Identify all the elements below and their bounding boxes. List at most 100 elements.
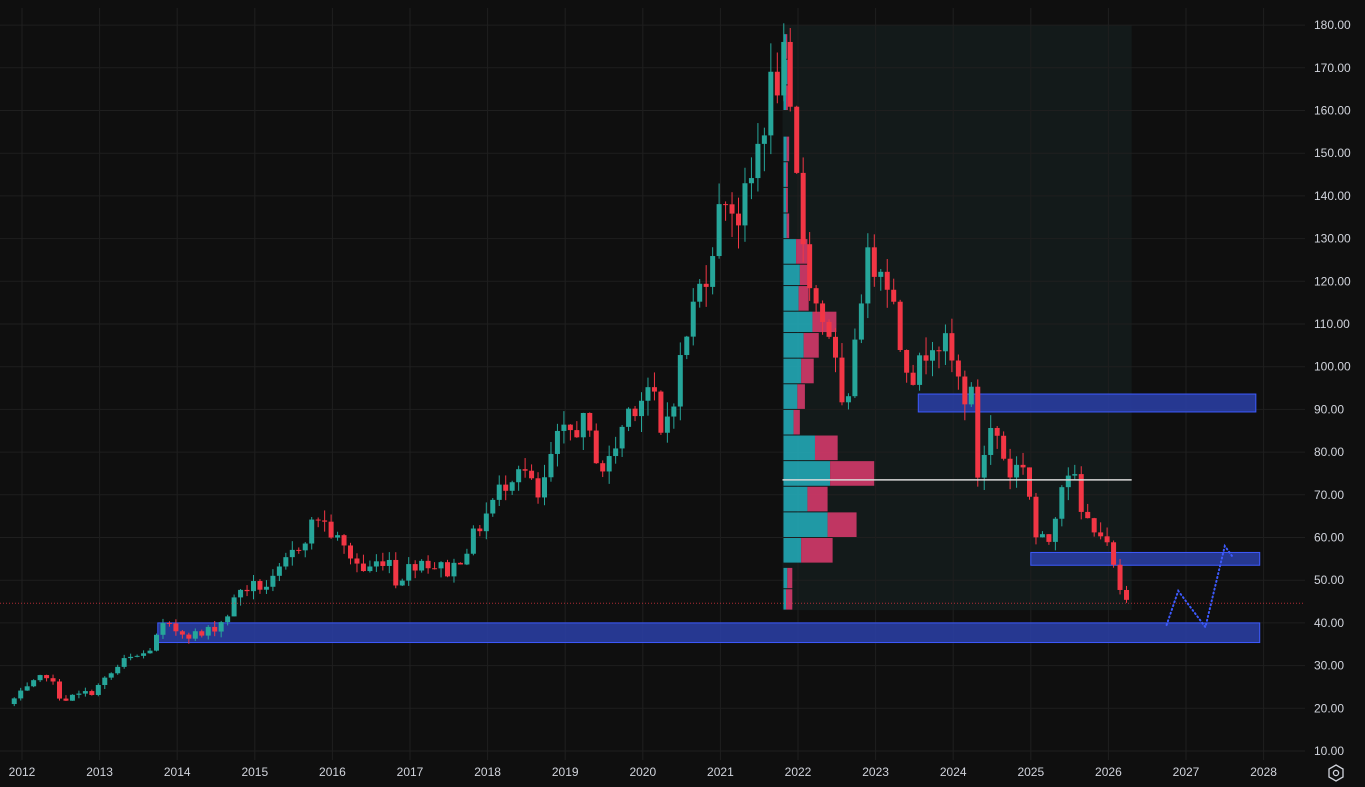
candle-down <box>173 623 179 632</box>
profile-bar-up <box>783 264 800 286</box>
candle-up <box>710 256 716 287</box>
candle-up <box>373 561 379 567</box>
candle-down <box>199 631 205 636</box>
candle-down <box>315 519 321 521</box>
candle-up <box>548 453 554 478</box>
candle-up <box>781 41 787 96</box>
profile-bar-down <box>786 162 788 187</box>
candle-down <box>994 427 1000 436</box>
x-tick-label: 2028 <box>1250 765 1277 779</box>
candle-up <box>438 562 444 569</box>
candle-down <box>360 563 366 572</box>
candle-down <box>651 387 657 392</box>
profile-bar-down <box>793 409 800 435</box>
candle-down <box>244 589 250 592</box>
candle-up <box>930 350 936 361</box>
profile-bar-up <box>783 187 786 213</box>
candle-down <box>296 549 302 551</box>
x-tick-label: 2021 <box>707 765 734 779</box>
candle-up <box>542 477 548 498</box>
y-tick-label: 90.00 <box>1314 402 1344 416</box>
x-tick-label: 2018 <box>474 765 501 779</box>
x-tick-label: 2026 <box>1095 765 1122 779</box>
support-resistance-zones <box>157 393 1261 644</box>
profile-bar-up <box>783 85 786 110</box>
candle-up <box>102 677 108 686</box>
profile-bar-down <box>801 538 833 563</box>
settings-gear-icon[interactable] <box>1327 764 1345 782</box>
y-tick-label: 70.00 <box>1314 488 1344 502</box>
x-tick-label: 2017 <box>397 765 424 779</box>
candle-up <box>626 408 632 427</box>
candle-up <box>419 560 425 571</box>
candle-down <box>63 698 69 701</box>
candle-up <box>613 448 619 457</box>
profile-bar-up <box>783 213 787 239</box>
profile-bar-up <box>783 162 786 187</box>
profile-bar-up <box>783 333 804 358</box>
candle-up <box>154 634 160 651</box>
candle-up <box>276 566 282 576</box>
candle-up <box>645 387 651 401</box>
y-tick-label: 170.00 <box>1314 61 1351 75</box>
candle-up <box>554 430 560 454</box>
candle-down <box>1104 536 1110 543</box>
candle-up <box>37 675 43 681</box>
x-axis[interactable]: 2012 2013 2014 2015 2016 2017 2018 2019 2020 2021… <box>9 765 1278 779</box>
candle-down <box>57 681 63 699</box>
x-tick-label: 2022 <box>785 765 812 779</box>
candle-down <box>322 520 328 522</box>
candle-up <box>251 581 257 592</box>
candle-down <box>1033 496 1039 538</box>
candle-down <box>910 372 916 385</box>
candle-up <box>697 283 703 302</box>
x-tick-label: 2025 <box>1017 765 1044 779</box>
profile-bar-down <box>814 435 838 461</box>
y-tick-label: 30.00 <box>1314 659 1344 673</box>
candle-down <box>839 357 845 403</box>
candle-down <box>348 545 354 559</box>
candle-down <box>412 564 418 571</box>
candle-up <box>205 626 211 636</box>
profile-bar-up <box>783 239 797 264</box>
y-axis[interactable]: 10.00 20.00 30.00 40.00 50.00 60.00 70.00 80.00… <box>1314 18 1351 758</box>
candle-up <box>238 589 244 598</box>
candle-down <box>1124 589 1130 600</box>
candle-down <box>807 244 813 289</box>
candle-up <box>160 622 166 635</box>
profile-bar-down <box>787 567 793 589</box>
profile-bar-down <box>796 239 808 264</box>
candle-up <box>516 469 522 483</box>
candle-down <box>44 675 50 679</box>
candle-down <box>1117 564 1123 590</box>
y-tick-label: 110.00 <box>1314 317 1350 331</box>
candle-down <box>891 289 897 302</box>
candle-up <box>768 71 774 136</box>
candle-up <box>69 694 75 701</box>
candle-up <box>852 339 858 397</box>
candle-down <box>328 521 334 538</box>
candle-down <box>212 626 218 632</box>
zone-54-56 <box>1030 551 1261 566</box>
candle-down <box>787 41 793 107</box>
y-tick-label: 150.00 <box>1314 146 1351 160</box>
candle-up <box>24 686 30 691</box>
candle-up <box>141 653 147 656</box>
candle-down <box>923 355 929 361</box>
profile-bar-down <box>786 34 788 59</box>
candle-up <box>1014 464 1020 478</box>
candle-up <box>755 143 761 179</box>
profile-bar-up <box>783 358 802 384</box>
candle-up <box>470 528 476 554</box>
candle-down <box>904 350 910 373</box>
candle-down <box>897 301 903 351</box>
y-tick-label: 60.00 <box>1314 531 1344 545</box>
x-tick-label: 2023 <box>862 765 889 779</box>
candle-down <box>1085 511 1091 519</box>
candle-down <box>871 247 877 277</box>
profile-bar-up <box>783 286 799 311</box>
candle-down <box>257 581 263 590</box>
candle-down <box>658 391 664 433</box>
candle-up <box>942 333 948 352</box>
